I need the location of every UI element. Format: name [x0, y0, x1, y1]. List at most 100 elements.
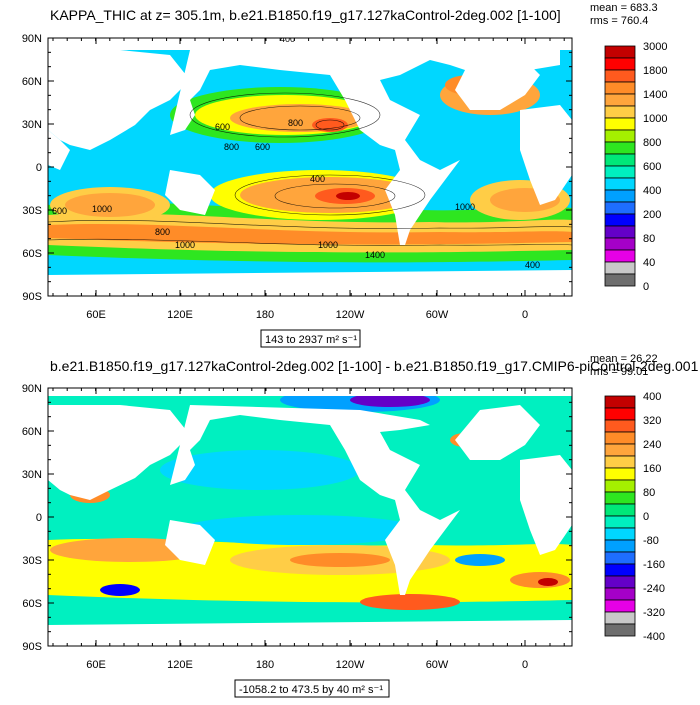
colorbar-swatch — [604, 273, 636, 287]
colorbar-swatch — [604, 189, 636, 203]
colorbar-swatch — [604, 261, 636, 275]
colorbar-swatch — [604, 93, 636, 107]
svg-text:1000: 1000 — [175, 240, 195, 250]
x-tick-label: 120E — [167, 309, 193, 321]
colorbar-swatch — [604, 443, 636, 457]
colorbar-label: 80 — [643, 487, 655, 499]
panel-2-title: b.e21.B1850.f19_g17.127kaControl-2deg.00… — [50, 358, 700, 374]
colorbar-swatch — [604, 105, 636, 119]
colorbar-swatch — [604, 455, 636, 469]
x-tick-label: 60E — [86, 659, 106, 671]
colorbar-swatch — [604, 575, 636, 589]
panel-1-range: 143 to 2937 m² s⁻¹ — [265, 334, 357, 346]
colorbar-swatch — [604, 213, 636, 227]
colorbar-swatch — [604, 515, 636, 529]
colorbar-swatch — [604, 563, 636, 577]
x-tick-label: 60E — [86, 309, 106, 321]
svg-text:800: 800 — [288, 118, 303, 128]
panel-2-rms: rms = 99.01 — [590, 366, 648, 378]
y-tick-label: 90S — [22, 641, 42, 653]
colorbar-label: 400 — [643, 185, 661, 197]
y-tick-label: 60S — [22, 248, 42, 260]
y-tick-label: 90N — [22, 383, 42, 395]
colorbar-swatch — [604, 599, 636, 613]
colorbar-swatch — [604, 419, 636, 433]
colorbar-swatch — [604, 249, 636, 263]
panel-2-range-box: -1058.2 to 473.5 by 40 m² s⁻¹ — [234, 679, 390, 698]
panel-1-title: KAPPA_THIC at z= 305.1m, b.e21.B1850.f19… — [50, 7, 561, 23]
colorbar-label: 3000 — [643, 41, 667, 53]
y-tick-label: 60S — [22, 598, 42, 610]
x-tick-label: 60W — [426, 659, 449, 671]
y-tick-label: 0 — [36, 162, 42, 174]
x-tick-label: 60W — [426, 309, 449, 321]
y-tick-label: 30S — [22, 555, 42, 567]
panel-1-map: 400 600 800 800 600 400 1000 800 1000 10… — [48, 34, 572, 296]
colorbar-swatch — [604, 225, 636, 239]
panel-2-colorbar: 400 320 240 160 80 0 -80 -160 -240 -320 -400 — [604, 391, 665, 643]
colorbar-label: 1400 — [643, 89, 667, 101]
colorbar-label: 400 — [643, 391, 661, 403]
colorbar-label: 40 — [643, 257, 655, 269]
colorbar-swatch — [604, 153, 636, 167]
colorbar-swatch — [604, 407, 636, 421]
colorbar-swatch — [604, 81, 636, 95]
colorbar-label: 240 — [643, 439, 661, 451]
colorbar-swatch — [604, 467, 636, 481]
panel-2-mean: mean = 26.22 — [590, 353, 658, 365]
colorbar-swatch — [604, 551, 636, 565]
panel-2-y-ticks: 90N 60N 30N 0 30S 60S 90S — [22, 383, 572, 653]
colorbar-label: 600 — [643, 161, 661, 173]
svg-text:400: 400 — [525, 260, 540, 270]
colorbar-swatch — [604, 431, 636, 445]
panel-2: b.e21.B1850.f19_g17.127kaControl-2deg.00… — [22, 353, 700, 698]
x-tick-label: 120W — [336, 309, 365, 321]
colorbar-swatch — [604, 237, 636, 251]
colorbar-swatch — [604, 623, 636, 637]
colorbar-swatch — [604, 491, 636, 505]
colorbar-swatch — [604, 57, 636, 71]
colorbar-swatch — [604, 69, 636, 83]
svg-text:1000: 1000 — [455, 202, 475, 212]
x-tick-label: 180 — [256, 309, 274, 321]
colorbar-swatch — [604, 587, 636, 601]
svg-text:1000: 1000 — [92, 204, 112, 214]
svg-text:1400: 1400 — [365, 250, 385, 260]
colorbar-swatch — [604, 141, 636, 155]
panel-1-land — [48, 38, 572, 296]
svg-text:400: 400 — [280, 34, 295, 44]
colorbar-label: 800 — [643, 137, 661, 149]
panel-2-land — [48, 388, 572, 646]
colorbar-swatch — [604, 201, 636, 215]
x-tick-label: 120E — [167, 659, 193, 671]
colorbar-label: 320 — [643, 415, 661, 427]
colorbar-label: 200 — [643, 209, 661, 221]
x-tick-label: 0 — [522, 659, 528, 671]
colorbar-label: -240 — [643, 583, 665, 595]
panel-2-map — [48, 388, 572, 646]
colorbar-label: 1000 — [643, 113, 667, 125]
colorbar-label: -80 — [643, 535, 659, 547]
colorbar-label: 80 — [643, 233, 655, 245]
colorbar-swatch — [604, 527, 636, 541]
colorbar-swatch — [604, 177, 636, 191]
colorbar-swatch — [604, 117, 636, 131]
svg-text:600: 600 — [52, 206, 67, 216]
svg-text:600: 600 — [215, 122, 230, 132]
colorbar-label: 160 — [643, 463, 661, 475]
x-tick-label: 180 — [256, 659, 274, 671]
colorbar-label: -400 — [643, 631, 665, 643]
panel-1-rms: rms = 760.4 — [590, 15, 648, 27]
svg-text:1000: 1000 — [318, 240, 338, 250]
colorbar-swatch — [604, 45, 636, 59]
svg-text:400: 400 — [310, 174, 325, 184]
y-tick-label: 0 — [36, 512, 42, 524]
y-tick-label: 30S — [22, 205, 42, 217]
svg-text:800: 800 — [224, 142, 239, 152]
panel-2-range: -1058.2 to 473.5 by 40 m² s⁻¹ — [239, 684, 383, 696]
x-tick-label: 0 — [522, 309, 528, 321]
y-tick-label: 30N — [22, 469, 42, 481]
colorbar-label: -160 — [643, 559, 665, 571]
